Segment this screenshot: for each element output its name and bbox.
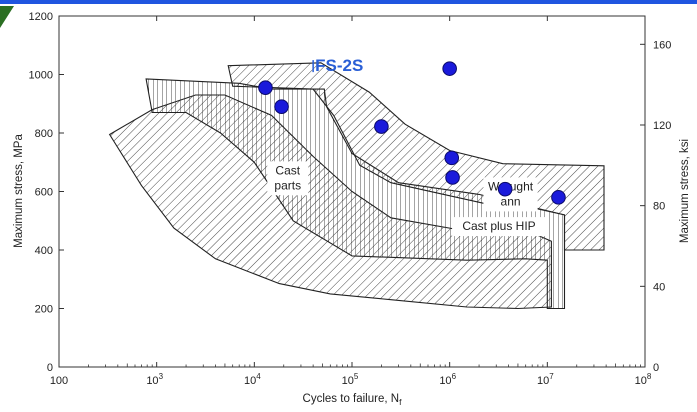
- y-left-tick-label-4: 800: [35, 128, 53, 140]
- x-tick-label-1: 103: [146, 372, 163, 387]
- region-label-bg-1: [452, 217, 546, 237]
- y-left-tick-label-2: 400: [35, 245, 53, 257]
- data-point: [551, 190, 566, 205]
- x-tick-label-2: 104: [244, 372, 261, 387]
- y-left-tick-label-6: 1200: [29, 11, 53, 23]
- region-label-bg-2: [483, 177, 538, 212]
- x-tick-label-4: 106: [439, 372, 456, 387]
- region-label-0: Cast parts: [274, 163, 301, 192]
- y-right-tick-label-2: 80: [653, 201, 665, 213]
- y-right-tick-label-0: 0: [653, 362, 659, 374]
- data-point: [497, 181, 513, 197]
- x-axis: 100 103 104 105 106 107 108: [50, 16, 652, 387]
- series-fs-2s: [258, 61, 566, 205]
- x-tick-label-0: 100: [50, 375, 68, 387]
- y-left-tick-label-1: 200: [35, 304, 53, 316]
- x-tick-label-6: 108: [635, 372, 652, 387]
- data-point: [374, 119, 389, 134]
- data-point: [444, 150, 460, 166]
- top-accent-bar: [0, 0, 697, 4]
- annotations-layer: FS-2S: [312, 56, 363, 75]
- y-right-tick-label-1: 40: [653, 281, 665, 293]
- y-axis-right: 0 40 80 120 160: [640, 39, 671, 374]
- y-left-tick-label-0: 0: [47, 362, 53, 374]
- y-left-tick-label-5: 1000: [29, 70, 53, 82]
- data-point: [258, 80, 273, 95]
- x-tick-label-5: 107: [537, 372, 554, 387]
- series-annotation-0: FS-2S: [315, 56, 363, 75]
- corner-logo-mark: [0, 6, 14, 28]
- data-point: [442, 61, 457, 76]
- y-right-tick-label-4: 160: [653, 39, 671, 51]
- region-label-bg-0: [267, 161, 309, 196]
- y-right-tick-label-3: 120: [653, 120, 671, 132]
- y-axis-left-title: Maximum stress, MPa: [13, 134, 25, 248]
- y-axis-left: 0 200 400 600 800 1000 1200: [29, 11, 64, 374]
- x-axis-title: Cycles to failure, Nf: [303, 393, 403, 407]
- region-label-1: Cast plus HIP: [462, 219, 535, 233]
- x-tick-label-3: 105: [342, 372, 359, 387]
- y-axis-right-title: Maximum stress, ksi: [679, 139, 691, 243]
- y-left-tick-label-3: 600: [35, 187, 53, 199]
- data-point: [445, 170, 460, 185]
- data-point: [274, 99, 289, 114]
